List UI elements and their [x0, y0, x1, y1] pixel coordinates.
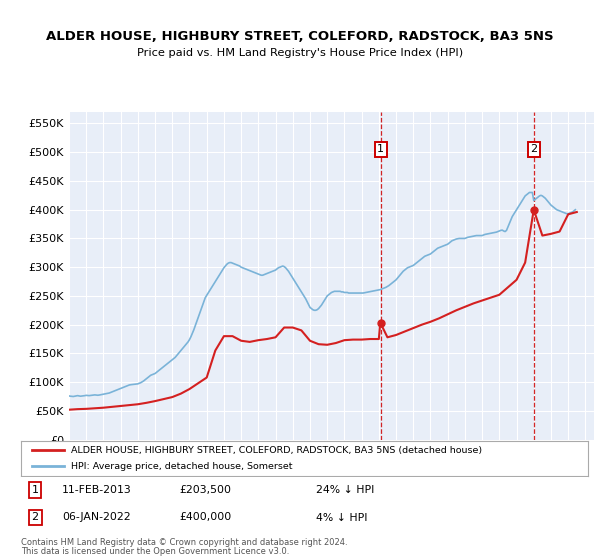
Text: 2: 2: [530, 144, 538, 155]
Text: 4% ↓ HPI: 4% ↓ HPI: [316, 512, 367, 522]
Text: 06-JAN-2022: 06-JAN-2022: [62, 512, 130, 522]
Text: HPI: Average price, detached house, Somerset: HPI: Average price, detached house, Some…: [71, 462, 292, 471]
Text: £400,000: £400,000: [180, 512, 232, 522]
Text: 24% ↓ HPI: 24% ↓ HPI: [316, 485, 374, 495]
Text: 1: 1: [32, 485, 38, 495]
Text: ALDER HOUSE, HIGHBURY STREET, COLEFORD, RADSTOCK, BA3 5NS: ALDER HOUSE, HIGHBURY STREET, COLEFORD, …: [46, 30, 554, 43]
Text: 2: 2: [32, 512, 39, 522]
Text: 1: 1: [377, 144, 385, 155]
Text: 11-FEB-2013: 11-FEB-2013: [62, 485, 131, 495]
Text: £203,500: £203,500: [180, 485, 232, 495]
Text: ALDER HOUSE, HIGHBURY STREET, COLEFORD, RADSTOCK, BA3 5NS (detached house): ALDER HOUSE, HIGHBURY STREET, COLEFORD, …: [71, 446, 482, 455]
Text: This data is licensed under the Open Government Licence v3.0.: This data is licensed under the Open Gov…: [21, 548, 289, 557]
Text: Contains HM Land Registry data © Crown copyright and database right 2024.: Contains HM Land Registry data © Crown c…: [21, 539, 347, 548]
Text: Price paid vs. HM Land Registry's House Price Index (HPI): Price paid vs. HM Land Registry's House …: [137, 48, 463, 58]
